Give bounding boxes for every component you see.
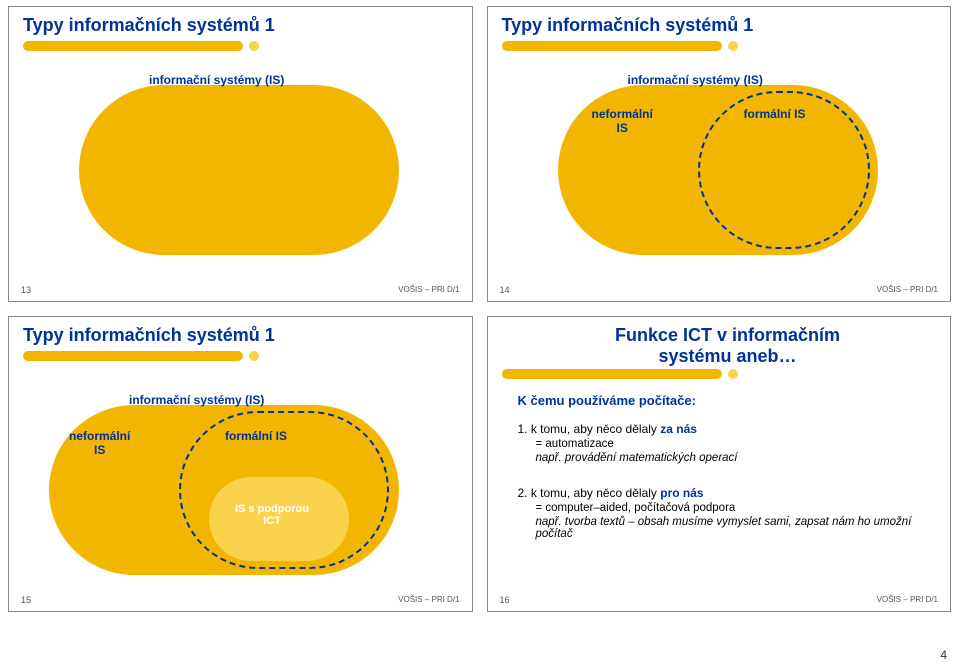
bullet-1-sub2: např. provádění matematických operací bbox=[536, 452, 931, 464]
bullet-1-sub1: = automatizace bbox=[536, 438, 931, 450]
page-number: 4 bbox=[940, 648, 947, 662]
label-neformalni: neformální IS bbox=[592, 107, 653, 135]
slide-number: 16 bbox=[500, 595, 510, 605]
page: Typy informačních systémů 1 informační s… bbox=[0, 0, 959, 668]
slide-title: Typy informačních systémů 1 bbox=[502, 15, 754, 36]
bullet-1: 1. k tomu, aby něco dělaly za nás bbox=[518, 422, 931, 436]
underline-dot-icon bbox=[249, 351, 259, 361]
label-formalni: formální IS bbox=[744, 107, 806, 121]
slide-number: 13 bbox=[21, 285, 31, 295]
underline-dot-icon bbox=[249, 41, 259, 51]
slide-footer: 15 VOŠIS – PRI D/1 bbox=[21, 595, 460, 605]
footer-text: VOŠIS – PRI D/1 bbox=[398, 595, 459, 605]
bullet-1-text: 1. k tomu, aby něco dělaly bbox=[518, 422, 661, 436]
slide-title: Funkce ICT v informačním systému aneb… bbox=[598, 325, 858, 367]
slide-content: K čemu používáme počítače: 1. k tomu, ab… bbox=[518, 393, 931, 540]
underline-bar-icon bbox=[502, 369, 722, 379]
bullet-2-text: 2. k tomu, aby něco dělaly bbox=[518, 486, 661, 500]
oval-label: informační systémy (IS) bbox=[628, 73, 763, 87]
underline-dot-icon bbox=[728, 369, 738, 379]
bullet-2: 2. k tomu, aby něco dělaly pro nás bbox=[518, 486, 931, 500]
footer-text: VOŠIS – PRI D/1 bbox=[877, 285, 938, 295]
slide-16: Funkce ICT v informačním systému aneb… K… bbox=[487, 316, 952, 612]
slide-number: 14 bbox=[500, 285, 510, 295]
slide-grid: Typy informačních systémů 1 informační s… bbox=[0, 0, 959, 640]
oval-is bbox=[79, 85, 399, 255]
underline-dot-icon bbox=[728, 41, 738, 51]
lead-text: K čemu používáme počítače: bbox=[518, 393, 931, 408]
slide-footer: 14 VOŠIS – PRI D/1 bbox=[500, 285, 939, 295]
bullet-2-emph: pro nás bbox=[660, 486, 703, 500]
slide-15: Typy informačních systémů 1 informační s… bbox=[8, 316, 473, 612]
title-underline bbox=[23, 41, 283, 51]
slide-title: Typy informačních systémů 1 bbox=[23, 325, 275, 346]
label-ict: IS s podporou ICT bbox=[235, 503, 309, 527]
label-formalni: formální IS bbox=[225, 429, 287, 443]
bullet-2-sub1: = computer–aided, počítačová podpora bbox=[536, 502, 931, 514]
title-underline bbox=[502, 369, 762, 379]
bullet-2-sub2-text: např. tvorba textů – obsah musíme vymysl… bbox=[536, 516, 912, 540]
bullet-1-sub2-text: např. provádění matematických operací bbox=[536, 452, 738, 464]
title-underline bbox=[502, 41, 762, 51]
oval-label: informační systémy (IS) bbox=[149, 73, 284, 87]
underline-bar-icon bbox=[23, 41, 243, 51]
underline-bar-icon bbox=[23, 351, 243, 361]
oval-label: informační systémy (IS) bbox=[129, 393, 264, 407]
label-neformalni: neformální IS bbox=[69, 429, 130, 457]
title-underline bbox=[23, 351, 283, 361]
bullet-2-sub2: např. tvorba textů – obsah musíme vymysl… bbox=[536, 516, 931, 540]
slide-title: Typy informačních systémů 1 bbox=[23, 15, 275, 36]
bullet-1-emph: za nás bbox=[660, 422, 697, 436]
slide-footer: 13 VOŠIS – PRI D/1 bbox=[21, 285, 460, 295]
underline-bar-icon bbox=[502, 41, 722, 51]
slide-14: Typy informačních systémů 1 informační s… bbox=[487, 6, 952, 302]
slide-number: 15 bbox=[21, 595, 31, 605]
slide-footer: 16 VOŠIS – PRI D/1 bbox=[500, 595, 939, 605]
footer-text: VOŠIS – PRI D/1 bbox=[398, 285, 459, 295]
footer-text: VOŠIS – PRI D/1 bbox=[877, 595, 938, 605]
slide-13: Typy informačních systémů 1 informační s… bbox=[8, 6, 473, 302]
